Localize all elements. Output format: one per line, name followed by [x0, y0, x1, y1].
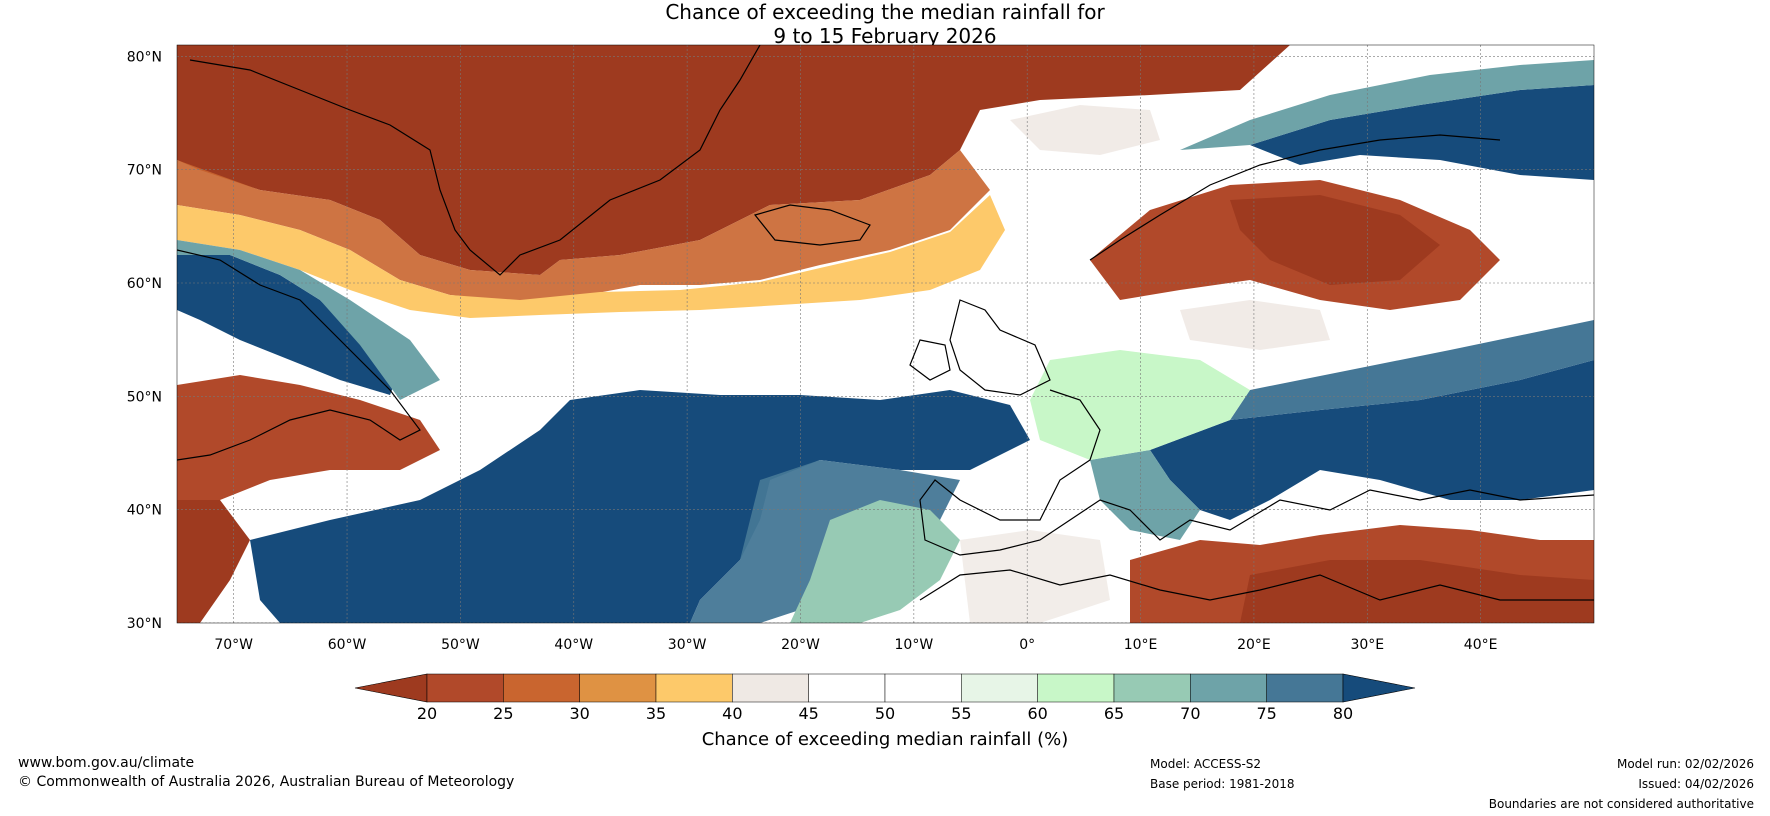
teal-region-arctic — [1180, 60, 1594, 150]
longitude-label: 70°W — [214, 637, 253, 653]
longitude-label: 0° — [1019, 637, 1035, 653]
norway-coast — [1089, 134, 1501, 261]
colorbar-segment — [1113, 673, 1191, 703]
dry-region-maritimes — [177, 375, 440, 500]
issued-text: Issued: 04/02/2026 — [1638, 777, 1754, 791]
base-period-text: Base period: 1981-2018 — [1150, 777, 1295, 791]
latitude-label: 80°N — [127, 49, 162, 65]
colorbar-tick-label: 55 — [951, 704, 971, 723]
colorbar-segment — [732, 673, 809, 703]
title-line-2: 9 to 15 February 2026 — [773, 24, 997, 48]
latitude-label: 30°N — [127, 616, 162, 632]
europe-coast — [919, 389, 1594, 556]
orange-fringe-north — [177, 150, 990, 300]
colorbar-segment — [579, 673, 657, 703]
rainfall-probability-field — [177, 45, 1594, 623]
wet-region-arctic — [1250, 85, 1594, 180]
labrador-coast — [177, 249, 421, 461]
colorbar-segment — [655, 673, 733, 703]
colorbar-tick-label: 75 — [1256, 704, 1276, 723]
colorbar-segment — [961, 673, 1038, 703]
longitude-label: 40°W — [554, 637, 593, 653]
longitude-label: 20°E — [1237, 637, 1271, 653]
africa-coast — [919, 569, 1594, 601]
near-median-patch-3 — [960, 530, 1110, 623]
colorbar-tick-label: 50 — [875, 704, 895, 723]
map-frame — [176, 44, 1595, 624]
latitude-label: 70°N — [127, 163, 162, 179]
green-region-central-europe — [1030, 350, 1250, 460]
near-median-patch-2 — [1180, 300, 1330, 350]
greenland-coast — [189, 45, 761, 276]
colorbar-tick-label: 80 — [1333, 704, 1353, 723]
dry-region-north — [177, 45, 1290, 275]
latitude-label: 60°N — [127, 276, 162, 292]
dry-core-scandinavia — [1230, 195, 1440, 285]
model-text: Model: ACCESS-S2 — [1150, 757, 1262, 771]
graticule — [177, 45, 1594, 623]
colorbar-label: Chance of exceeding median rainfall (%) — [702, 729, 1069, 750]
longitude-label: 40°E — [1464, 637, 1498, 653]
colorbar-tick-label: 60 — [1027, 704, 1047, 723]
colorbar-tick-label: 70 — [1180, 704, 1200, 723]
wet-region-atlantic — [250, 390, 1030, 623]
latitude-label: 50°N — [127, 389, 162, 405]
colorbar-segment — [884, 673, 962, 703]
longitude-label: 30°E — [1350, 637, 1384, 653]
website-text: www.bom.gov.au/climate — [18, 755, 195, 771]
longitude-label: 50°W — [441, 637, 480, 653]
colorbar-tick-label: 30 — [569, 704, 589, 723]
longitude-labels: 70°W 60°W 50°W 40°W 30°W 20°W 10°W 0° 10°E 20°E 30… — [214, 637, 1497, 653]
colorbar-segment — [808, 673, 886, 703]
map-title: Chance of exceeding the median rainfall … — [0, 0, 1770, 48]
latitude-label: 40°N — [127, 503, 162, 519]
colorbar-segment — [1037, 673, 1115, 703]
yellow-fringe-north — [177, 195, 1005, 318]
colorbar-tick-label: 45 — [798, 704, 818, 723]
dry-core-north-africa — [1240, 560, 1594, 623]
coastlines — [177, 45, 1594, 601]
colorbar-tick-label: 65 — [1104, 704, 1124, 723]
latitude-labels: 80°N 70°N 60°N 50°N 40°N 30°N — [127, 49, 162, 632]
iceland-coast — [753, 204, 871, 246]
colorbar-tick-label: 35 — [646, 704, 666, 723]
longitude-label: 20°W — [781, 637, 820, 653]
dry-region-southwest — [177, 500, 250, 623]
copyright-text: © Commonwealth of Australia 2026, Austra… — [18, 774, 515, 790]
colorbar-over-triangle — [1342, 673, 1416, 703]
teal-region-italy — [1090, 450, 1200, 540]
green-region-iberia — [790, 500, 960, 623]
colorbar-under-triangle — [354, 673, 428, 703]
colorbar-tick-label: 20 — [417, 704, 437, 723]
near-median-patch-1 — [1010, 105, 1160, 155]
wet-region-labrador — [177, 255, 400, 395]
teal-region-labrador — [177, 240, 440, 400]
longitude-label: 30°W — [668, 637, 707, 653]
british-isles-coast — [909, 299, 1051, 396]
teal-region-eastern-europe — [1230, 320, 1594, 420]
longitude-label: 10°E — [1124, 637, 1158, 653]
colorbar-segment — [426, 673, 504, 703]
title-line-1: Chance of exceeding the median rainfall … — [665, 0, 1105, 24]
model-run-text: Model run: 02/02/2026 — [1616, 757, 1754, 771]
wet-region-balkans — [1150, 360, 1594, 520]
colorbar-segment — [1190, 673, 1267, 703]
colorbar-tick-label: 40 — [722, 704, 742, 723]
longitude-label: 60°W — [328, 637, 367, 653]
longitude-label: 10°W — [895, 637, 934, 653]
colorbar-segment — [503, 673, 580, 703]
disclaimer-text: Boundaries are not considered authoritat… — [1488, 797, 1754, 811]
colorbar: 20 25 30 35 40 45 50 55 60 65 70 75 80 — [354, 673, 1416, 723]
colorbar-segment — [1266, 673, 1344, 703]
colorbar-tick-label: 25 — [493, 704, 513, 723]
